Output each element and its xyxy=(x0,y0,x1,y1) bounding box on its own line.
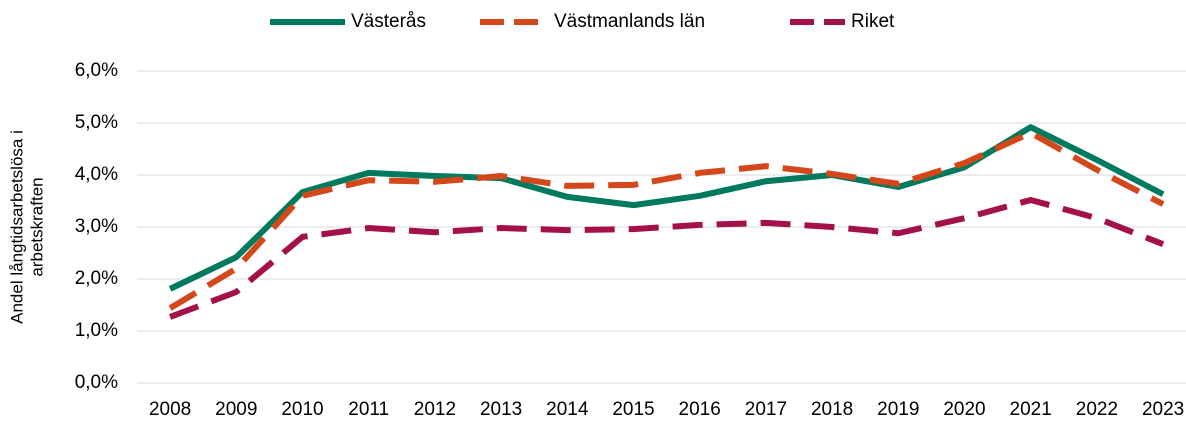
series-line xyxy=(169,196,1165,320)
x-tick-label: 2020 xyxy=(943,399,985,420)
legend-label: Västerås xyxy=(351,11,426,32)
x-tick-label: 2014 xyxy=(546,399,589,420)
series-line xyxy=(168,124,1165,292)
x-tick-label: 2019 xyxy=(877,399,919,420)
x-tick-label: 2021 xyxy=(1010,399,1052,420)
x-tick-label: 2009 xyxy=(215,399,257,420)
x-tick-label: 2023 xyxy=(1142,399,1184,420)
y-tick-label: 0,0% xyxy=(75,372,118,393)
x-tick-label: 2011 xyxy=(348,399,389,420)
y-axis-label: Andel långtidsarbetslösa i xyxy=(7,130,26,324)
x-tick-label: 2012 xyxy=(414,399,456,420)
y-tick-label: 3,0% xyxy=(75,216,118,237)
x-tick-label: 2008 xyxy=(149,399,191,420)
x-tick-label: 2010 xyxy=(281,399,323,420)
legend-label: Västmanlands län xyxy=(554,11,705,32)
x-tick-label: 2015 xyxy=(612,399,654,420)
y-tick-label: 5,0% xyxy=(75,112,118,133)
y-tick-label: 1,0% xyxy=(75,320,118,341)
x-tick-label: 2018 xyxy=(811,399,853,420)
x-tick-label: 2016 xyxy=(679,399,721,420)
x-tick-label: 2017 xyxy=(745,399,787,420)
y-tick-label: 2,0% xyxy=(75,268,118,289)
x-tick-label: 2022 xyxy=(1076,399,1118,420)
y-axis-label: arbetskraften xyxy=(27,177,46,276)
x-tick-label: 2013 xyxy=(480,399,522,420)
y-tick-label: 6,0% xyxy=(75,60,118,81)
legend-label: Riket xyxy=(851,11,895,32)
y-tick-label: 4,0% xyxy=(75,164,118,185)
series-line xyxy=(168,129,1165,311)
